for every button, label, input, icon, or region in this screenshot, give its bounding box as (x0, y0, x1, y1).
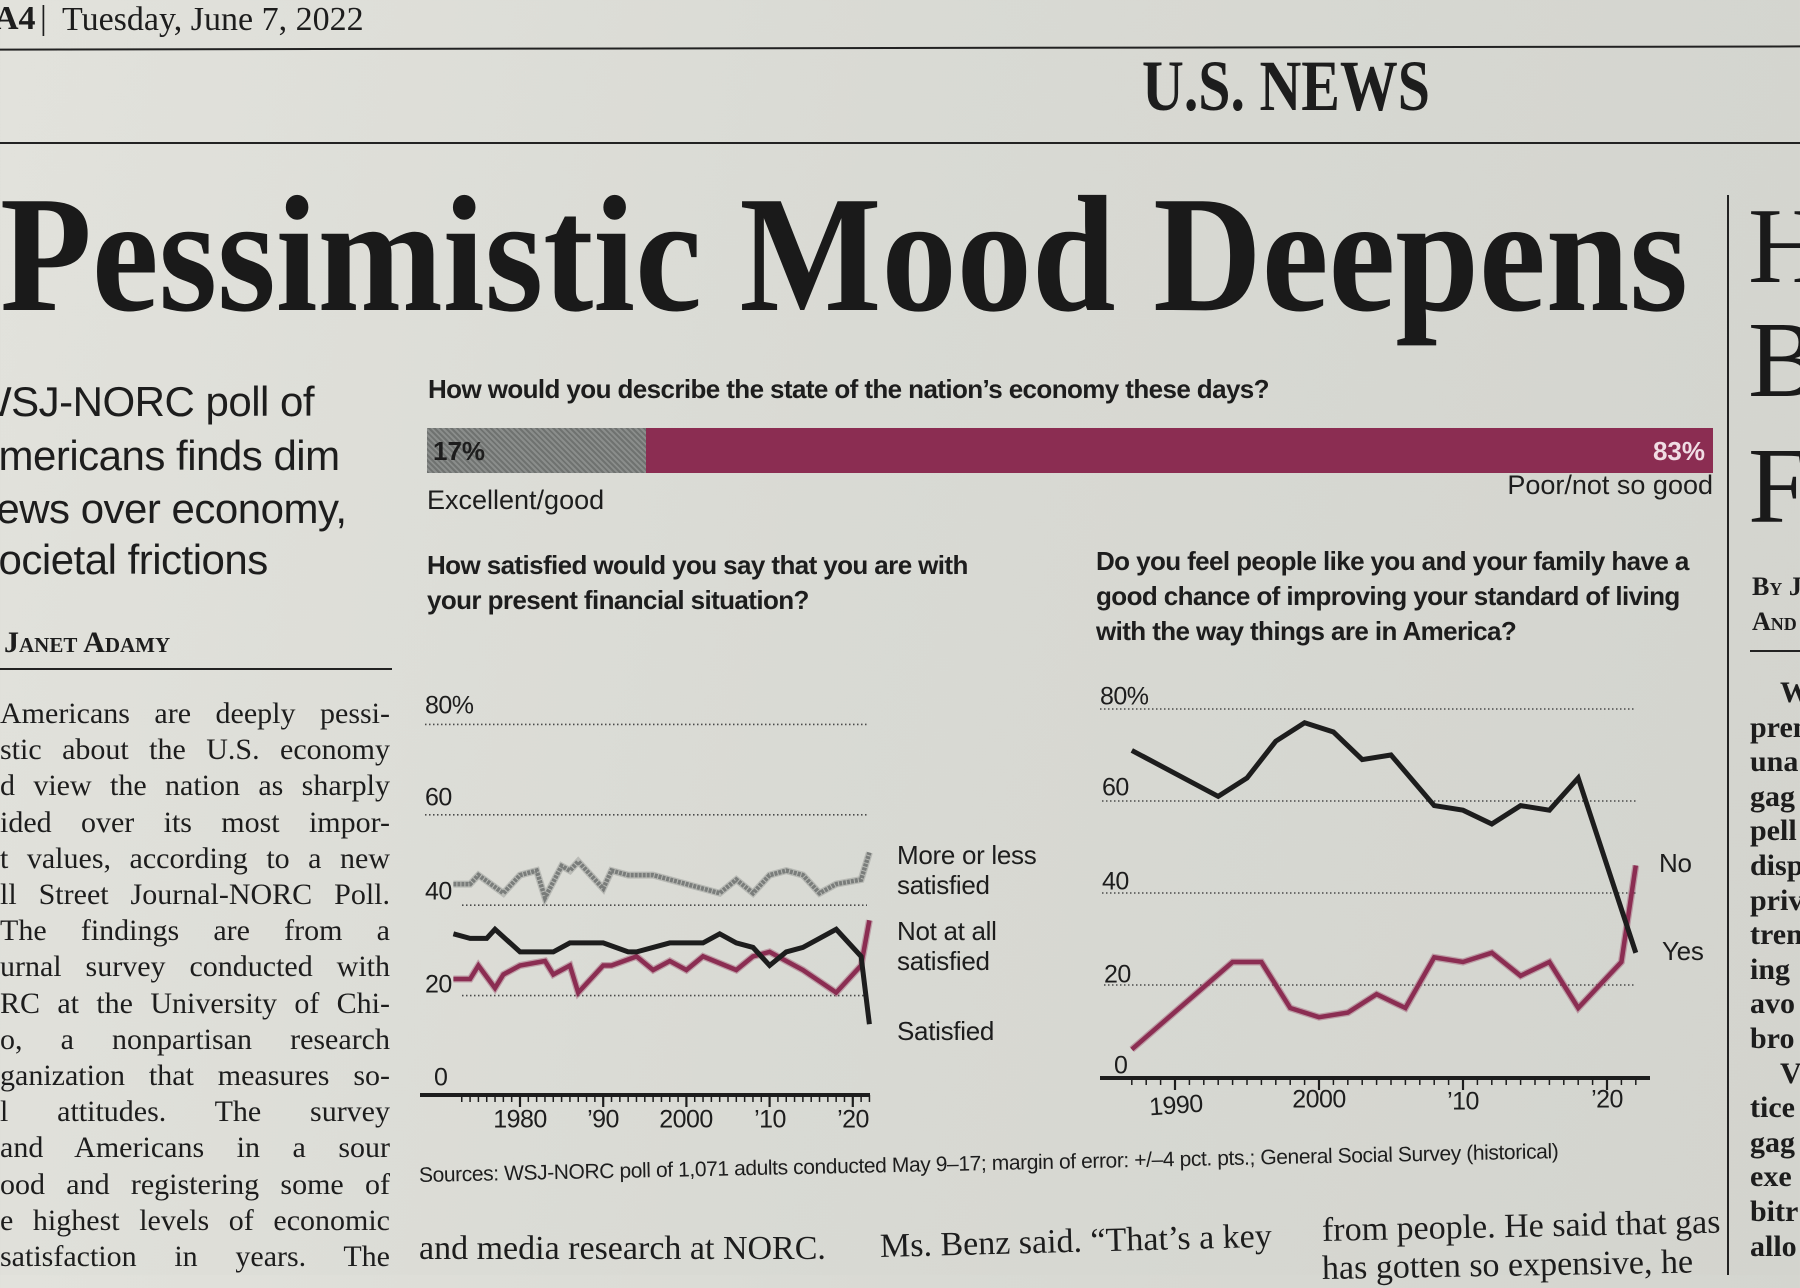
adjacent-byline: By J (1752, 572, 1800, 601)
y-tick-label: 60 (425, 783, 452, 812)
x-tick-label: 1990 (1148, 1089, 1204, 1122)
economy-question: How would you describe the state of the … (428, 374, 1270, 404)
body-line: e highest levels of economic (0, 1203, 390, 1237)
adjacent-headline-letter: F (1748, 427, 1800, 546)
adjacent-body-line: pell (1750, 814, 1797, 848)
series-label-no: No (1659, 848, 1692, 878)
section-rule (0, 142, 1800, 144)
byline-rule (0, 668, 392, 670)
bar-segment-poor: 83% (645, 428, 1713, 473)
x-tick-label: 2000 (1292, 1085, 1346, 1114)
x-tick-label: ’20 (1591, 1085, 1623, 1114)
body-text-fragment: and media research at NORC. (419, 1230, 826, 1267)
x-tick-label: ’10 (1447, 1087, 1479, 1116)
bar-value-label: 83% (1652, 436, 1705, 466)
x-tick-label: ’90 (587, 1105, 619, 1134)
y-tick-label: 60 (1102, 773, 1129, 802)
series-line-more-or-less-satisfied (453, 851, 872, 904)
adjacent-body-line: disp (1750, 849, 1800, 882)
economy-bar: 17% 83% (427, 428, 1713, 473)
adjacent-body-line: avo (1750, 987, 1795, 1021)
x-tick-label: 1980 (493, 1105, 547, 1134)
y-tick-label: 80% (425, 691, 474, 720)
x-tick-label: ’20 (837, 1105, 869, 1134)
adjacent-body-line: priv (1750, 883, 1800, 917)
y-tick-label: 40 (425, 877, 452, 906)
y-tick-label: 20 (1104, 960, 1131, 989)
adjacent-body-line: bitr (1750, 1195, 1799, 1228)
series-label-more-or-less: More or less satisfied (897, 840, 1037, 900)
body-line: Americans are deeply pessi- (0, 697, 390, 730)
adjacent-headline-letter: B (1748, 301, 1800, 420)
headline: Pessimistic Mood Deepens (0, 170, 1688, 346)
series-label-not-at-all: Not at all satisfied (897, 916, 997, 976)
byline: Janet Adamy (4, 626, 171, 659)
body-line: urnal survey conducted with (0, 950, 390, 984)
body-line: satisfaction in years. The (0, 1240, 390, 1273)
bar-value-label: 17% (433, 436, 486, 466)
body-line: ood and registering some of (0, 1167, 390, 1201)
body-line: RC at the University of Chi- (0, 986, 390, 1020)
page-number: A4 (0, 0, 36, 37)
headline-text: Pessimistic Mood Deepens (0, 170, 1688, 346)
body-line: ganization that measures so- (0, 1059, 390, 1092)
column-rule (1727, 195, 1729, 1275)
bar-segment-excellent-good: 17% (427, 428, 646, 473)
adjacent-body-line: V (1780, 1056, 1800, 1090)
financial-question: How satisfied would you say that you are… (427, 550, 968, 615)
adjacent-byline: And (1752, 607, 1797, 636)
adjacent-body-line: exe (1750, 1160, 1792, 1194)
series-label-yes: Yes (1662, 936, 1704, 966)
adjacent-body-line: tice (1750, 1091, 1795, 1125)
deck-line: societal frictions (0, 536, 268, 583)
series-line-yes (1130, 720, 1639, 954)
body-line: t values, according to a new (0, 841, 390, 875)
body-line: ll Street Journal-NORC Poll. (0, 878, 390, 911)
y-tick-label: 0 (434, 1063, 448, 1092)
y-tick-label: 0 (1114, 1051, 1128, 1080)
body-line: and Americans in a sour (0, 1131, 390, 1165)
series-line-not-at-all-satisfied-halo (453, 919, 873, 1000)
deck-line: views over economy, (0, 485, 347, 532)
body-line: o, a nonpartisan research (0, 1022, 390, 1056)
issue-date: Tuesday, June 7, 2022 (62, 1, 364, 38)
series-line-no (1130, 865, 1639, 1052)
bar-category-label: Poor/not so good (1507, 470, 1713, 500)
adjacent-body-line: allo (1750, 1229, 1797, 1263)
adjacent-body-line: ing (1750, 952, 1791, 986)
y-tick-label: 80% (1100, 682, 1149, 711)
masthead-separator: | (40, 0, 47, 37)
body-line: l attitudes. The survey (0, 1095, 390, 1129)
adjacent-body-line: bro (1750, 1022, 1795, 1055)
adjacent-body-line: tren (1750, 918, 1800, 952)
y-tick-label: 20 (425, 970, 452, 999)
y-tick-label: 40 (1102, 867, 1129, 896)
adjacent-body-line: una (1750, 745, 1799, 779)
adjacent-body-line: gag (1750, 779, 1795, 813)
adjacent-byline-rule (1750, 650, 1800, 652)
body-line: ided over its most impor- (0, 805, 390, 839)
body-line: stic about the U.S. economy (0, 733, 390, 767)
section-title-text: U.S. NEWS (1142, 48, 1430, 118)
series-line-not-at-all-satisfied (453, 919, 872, 998)
adjacent-headline: H B F (1748, 190, 1800, 546)
standard-of-living-question: Do you feel people like you and your fam… (1096, 546, 1689, 646)
adjacent-body-line: gag (1750, 1125, 1795, 1159)
deck-line: WSJ-NORC poll of (0, 378, 315, 425)
series-line-satisfied (452, 925, 872, 1025)
x-tick-label: 2000 (659, 1105, 713, 1134)
x-tick-label: ’10 (754, 1105, 786, 1134)
adjacent-body-line: pren (1750, 710, 1800, 744)
bar-category-label: Excellent/good (427, 485, 605, 515)
adjacent-headline-letter: H (1748, 190, 1800, 306)
deck-line: Americans finds dim (0, 432, 340, 479)
section-title: U.S. NEWS (1142, 48, 1430, 118)
body-line: d view the nation as sharply (0, 769, 390, 803)
body-text-fragment: has gotten so expensive, he (1321, 1243, 1694, 1287)
series-label-satisfied: Satisfied (897, 1016, 995, 1046)
body-line: The findings are from a (0, 914, 390, 948)
adjacent-body-line: W (1780, 676, 1800, 709)
